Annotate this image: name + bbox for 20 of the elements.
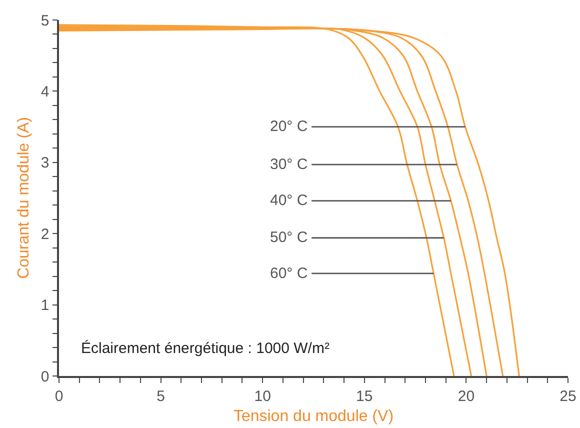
annotation: 40° C	[270, 192, 308, 209]
annotation: 50° C	[270, 229, 308, 246]
annotation: 30° C	[270, 156, 308, 173]
annotation: Éclairement énergétique : 1000 W/m²	[81, 339, 330, 357]
y-tick-label: 2	[40, 226, 50, 243]
annotation: 20° C	[270, 118, 308, 135]
y-axis-title: Courant du module (A)	[15, 117, 32, 279]
x-tick-label: 15	[356, 388, 373, 405]
y-tick-label: 5	[40, 12, 50, 30]
x-tick-label: 25	[560, 388, 576, 405]
x-tick-label: 5	[156, 388, 165, 405]
y-tick-label: 3	[40, 154, 50, 172]
x-axis-title: Tension du module (V)	[233, 408, 394, 425]
y-tick-label: 4	[40, 83, 50, 100]
y-tick-label: 1	[40, 297, 50, 314]
y-tick-label: 0	[40, 368, 50, 386]
x-tick-label: 0	[54, 388, 64, 405]
annotation: 60° C	[270, 265, 308, 282]
x-tick-label: 10	[254, 388, 271, 405]
x-tick-label: 20	[458, 388, 475, 405]
